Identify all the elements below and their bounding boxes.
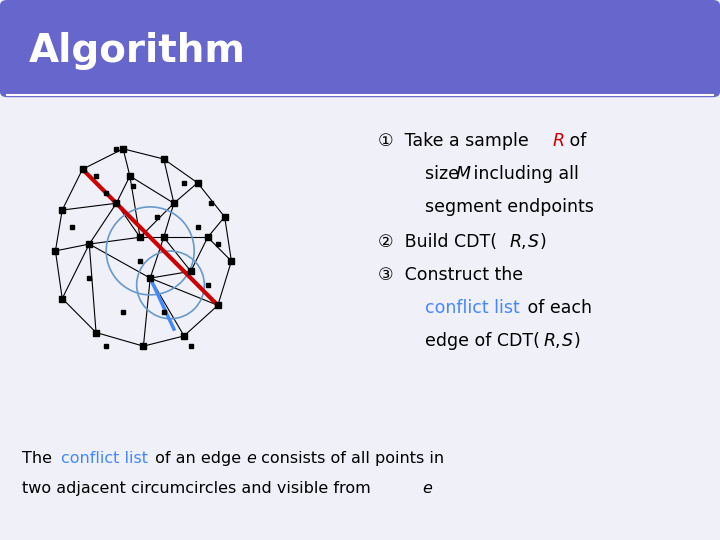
Text: two adjacent circumcircles and visible from: two adjacent circumcircles and visible f… [22,481,375,496]
Text: ): ) [574,333,580,350]
Text: of each: of each [522,299,592,318]
Text: M: M [456,165,471,184]
Text: ,: , [521,233,526,251]
Text: Algorithm: Algorithm [29,32,246,70]
FancyBboxPatch shape [0,0,720,97]
Text: including all: including all [468,165,579,184]
Text: ②  Build CDT(: ② Build CDT( [378,233,497,251]
Text: conflict list: conflict list [61,451,148,466]
Text: The: The [22,451,57,466]
Text: S: S [528,233,539,251]
Text: ,: , [555,333,561,350]
Text: conflict list: conflict list [425,299,520,318]
Text: R: R [510,233,522,251]
Text: e: e [423,481,433,496]
Text: ): ) [539,233,546,251]
Text: ③  Construct the: ③ Construct the [378,266,523,285]
Text: consists of all points in: consists of all points in [256,451,444,466]
Text: e: e [246,451,256,466]
Text: size: size [425,165,464,184]
Text: of an edge: of an edge [150,451,246,466]
Text: ①  Take a sample: ① Take a sample [378,132,534,150]
Text: edge of CDT(: edge of CDT( [425,333,540,350]
Text: R: R [553,132,565,150]
Text: segment endpoints: segment endpoints [425,198,594,217]
Text: R: R [544,333,556,350]
Text: of: of [564,132,586,150]
Text: S: S [562,333,573,350]
